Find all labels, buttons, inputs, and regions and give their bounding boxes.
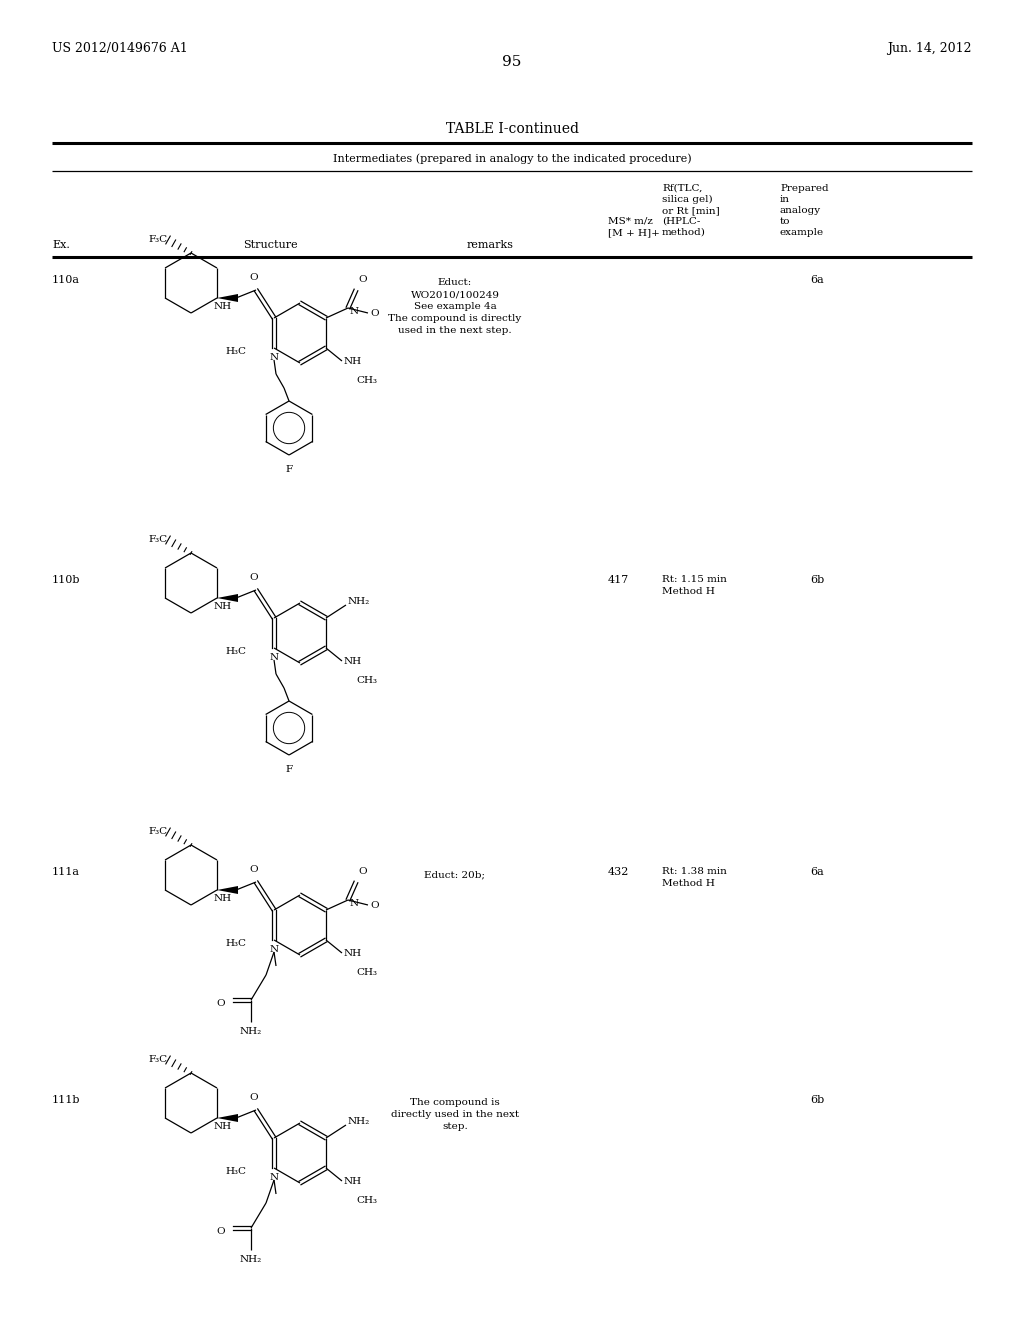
- Text: F₃C: F₃C: [148, 1056, 168, 1064]
- Text: Ex.: Ex.: [52, 240, 70, 249]
- Text: H₃C: H₃C: [225, 346, 246, 355]
- Text: US 2012/0149676 A1: US 2012/0149676 A1: [52, 42, 187, 55]
- Text: 6b: 6b: [810, 576, 824, 585]
- Polygon shape: [217, 886, 238, 894]
- Text: Rt: 1.38 min: Rt: 1.38 min: [662, 867, 727, 876]
- Text: O: O: [358, 867, 367, 876]
- Text: NH: NH: [344, 1176, 362, 1185]
- Text: H₃C: H₃C: [225, 1167, 246, 1176]
- Text: N: N: [269, 945, 279, 954]
- Text: Prepared: Prepared: [780, 183, 828, 193]
- Text: NH: NH: [214, 602, 232, 611]
- Text: NH₂: NH₂: [348, 1117, 371, 1126]
- Text: The compound is: The compound is: [411, 1098, 500, 1107]
- Text: NH₂: NH₂: [240, 1255, 262, 1265]
- Text: The compound is directly: The compound is directly: [388, 314, 521, 323]
- Text: 417: 417: [608, 576, 630, 585]
- Text: Method H: Method H: [662, 879, 715, 888]
- Text: 111a: 111a: [52, 867, 80, 876]
- Text: Educt: 20b;: Educt: 20b;: [425, 870, 485, 879]
- Text: 110b: 110b: [52, 576, 81, 585]
- Text: 95: 95: [503, 55, 521, 69]
- Text: O: O: [250, 273, 258, 282]
- Text: [M + H]+: [M + H]+: [608, 228, 659, 238]
- Text: example: example: [780, 228, 824, 238]
- Text: O: O: [250, 573, 258, 582]
- Text: O: O: [358, 275, 367, 284]
- Text: NH: NH: [344, 356, 362, 366]
- Text: F: F: [286, 465, 293, 474]
- Text: NH: NH: [214, 302, 232, 312]
- Text: O: O: [370, 900, 379, 909]
- Text: Educt:: Educt:: [438, 279, 472, 286]
- Text: 6a: 6a: [810, 867, 823, 876]
- Text: O: O: [250, 865, 258, 874]
- Polygon shape: [217, 1114, 238, 1122]
- Text: CH₃: CH₃: [356, 676, 377, 685]
- Text: CH₃: CH₃: [356, 1196, 377, 1205]
- Text: in: in: [780, 195, 790, 205]
- Text: Intermediates (prepared in analogy to the indicated procedure): Intermediates (prepared in analogy to th…: [333, 153, 691, 164]
- Text: used in the next step.: used in the next step.: [398, 326, 512, 335]
- Text: F₃C: F₃C: [148, 828, 168, 837]
- Text: NH₂: NH₂: [348, 597, 371, 606]
- Text: F₃C: F₃C: [148, 235, 168, 244]
- Text: See example 4a: See example 4a: [414, 302, 497, 312]
- Text: NH: NH: [214, 1122, 232, 1131]
- Polygon shape: [217, 594, 238, 602]
- Text: 6a: 6a: [810, 275, 823, 285]
- Text: 432: 432: [608, 867, 630, 876]
- Text: Rt: 1.15 min: Rt: 1.15 min: [662, 576, 727, 583]
- Text: NH: NH: [344, 949, 362, 957]
- Text: WO2010/100249: WO2010/100249: [411, 290, 500, 300]
- Text: N: N: [269, 653, 279, 663]
- Text: N: N: [269, 1173, 279, 1181]
- Text: O: O: [370, 309, 379, 318]
- Text: N: N: [269, 352, 279, 362]
- Text: O: O: [250, 1093, 258, 1102]
- Text: H₃C: H₃C: [225, 939, 246, 948]
- Text: O: O: [216, 998, 225, 1007]
- Text: directly used in the next: directly used in the next: [391, 1110, 519, 1119]
- Text: 110a: 110a: [52, 275, 80, 285]
- Text: Jun. 14, 2012: Jun. 14, 2012: [888, 42, 972, 55]
- Text: F: F: [286, 766, 293, 774]
- Text: TABLE I-continued: TABLE I-continued: [445, 121, 579, 136]
- Text: F₃C: F₃C: [148, 536, 168, 544]
- Text: NH₂: NH₂: [240, 1027, 262, 1036]
- Text: NH: NH: [344, 656, 362, 665]
- Text: to: to: [780, 216, 791, 226]
- Polygon shape: [217, 294, 238, 302]
- Text: Structure: Structure: [243, 240, 297, 249]
- Text: CH₃: CH₃: [356, 968, 377, 977]
- Text: or Rt [min]: or Rt [min]: [662, 206, 720, 215]
- Text: step.: step.: [442, 1122, 468, 1131]
- Text: O: O: [216, 1226, 225, 1236]
- Text: N: N: [350, 308, 359, 317]
- Text: Rf(TLC,: Rf(TLC,: [662, 183, 702, 193]
- Text: analogy: analogy: [780, 206, 821, 215]
- Text: (HPLC-: (HPLC-: [662, 216, 700, 226]
- Text: silica gel): silica gel): [662, 195, 713, 205]
- Text: CH₃: CH₃: [356, 376, 377, 385]
- Text: H₃C: H₃C: [225, 647, 246, 656]
- Text: remarks: remarks: [467, 240, 513, 249]
- Text: method): method): [662, 228, 706, 238]
- Text: NH: NH: [214, 894, 232, 903]
- Text: MS* m/z: MS* m/z: [608, 216, 653, 226]
- Text: 6b: 6b: [810, 1096, 824, 1105]
- Text: Method H: Method H: [662, 587, 715, 597]
- Text: N: N: [350, 899, 359, 908]
- Text: 111b: 111b: [52, 1096, 81, 1105]
